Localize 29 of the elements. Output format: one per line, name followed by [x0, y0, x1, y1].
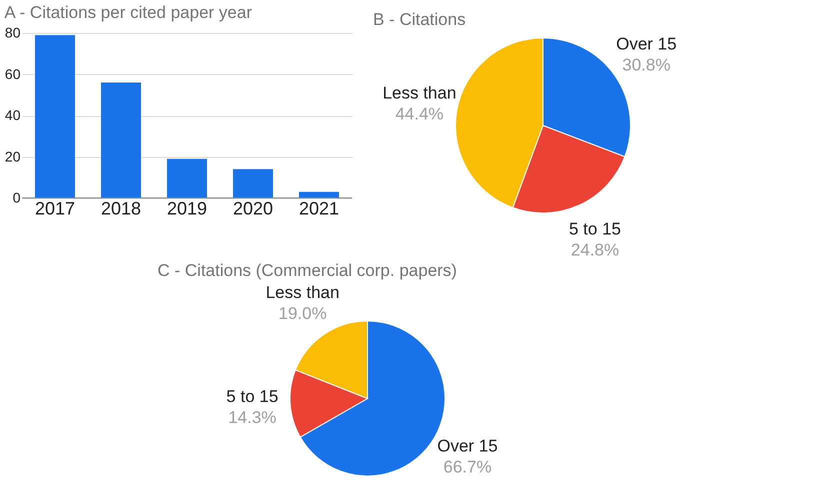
y-tick-label: 0 — [12, 190, 21, 206]
y-tick-label: 20 — [4, 148, 21, 164]
data-label: 66.7% — [443, 457, 492, 476]
slice-label: 5 to 15 — [226, 386, 278, 406]
bar — [101, 82, 141, 198]
bar — [233, 169, 273, 198]
y-tick-label: 60 — [4, 66, 21, 82]
data-label: 24.8% — [570, 240, 620, 260]
slice-label: Over 15 — [616, 34, 677, 54]
slice-label: 5 to 15 — [569, 220, 622, 239]
bar — [35, 35, 75, 198]
x-tick-label: 2018 — [100, 198, 142, 218]
chart-title: C - Citations (Commercial corp. papers) — [158, 260, 457, 280]
y-tick-label: 40 — [4, 107, 21, 123]
x-tick-label: 2021 — [298, 198, 340, 218]
data-label: 19.0% — [278, 304, 327, 323]
slice-label: Less than — [382, 84, 456, 103]
y-tick-label: 80 — [4, 24, 21, 40]
slice-label: Over 15 — [437, 436, 498, 456]
bar — [167, 158, 207, 198]
x-tick-label: 2020 — [232, 198, 274, 218]
chart-title: B - Citations — [373, 10, 466, 29]
x-tick-label: 2019 — [166, 198, 208, 218]
chart-title: A - Citations per cited paper year — [4, 3, 252, 22]
data-label: 44.4% — [395, 104, 444, 124]
slice-label: Less than — [266, 282, 340, 302]
data-label: 30.8% — [622, 55, 670, 74]
x-tick-label: 2017 — [34, 198, 76, 218]
data-label: 14.3% — [228, 408, 276, 427]
